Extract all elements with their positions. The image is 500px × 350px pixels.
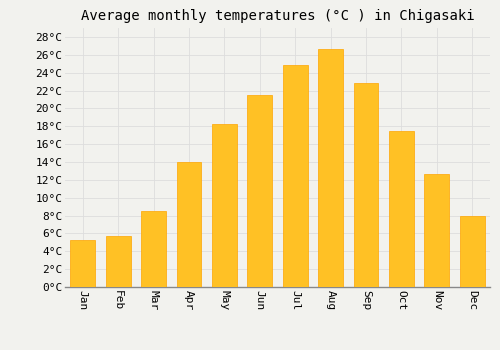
Bar xyxy=(389,131,414,287)
Bar xyxy=(141,211,166,287)
Bar xyxy=(424,174,450,287)
Title: Average monthly temperatures (°C ) in Chigasaki: Average monthly temperatures (°C ) in Ch… xyxy=(80,9,474,23)
Bar xyxy=(212,124,237,287)
Bar xyxy=(106,236,130,287)
Bar xyxy=(283,65,308,287)
Bar xyxy=(70,240,95,287)
Bar xyxy=(176,162,202,287)
Bar xyxy=(318,49,343,287)
Bar xyxy=(460,216,484,287)
Bar xyxy=(354,83,378,287)
Bar xyxy=(248,95,272,287)
